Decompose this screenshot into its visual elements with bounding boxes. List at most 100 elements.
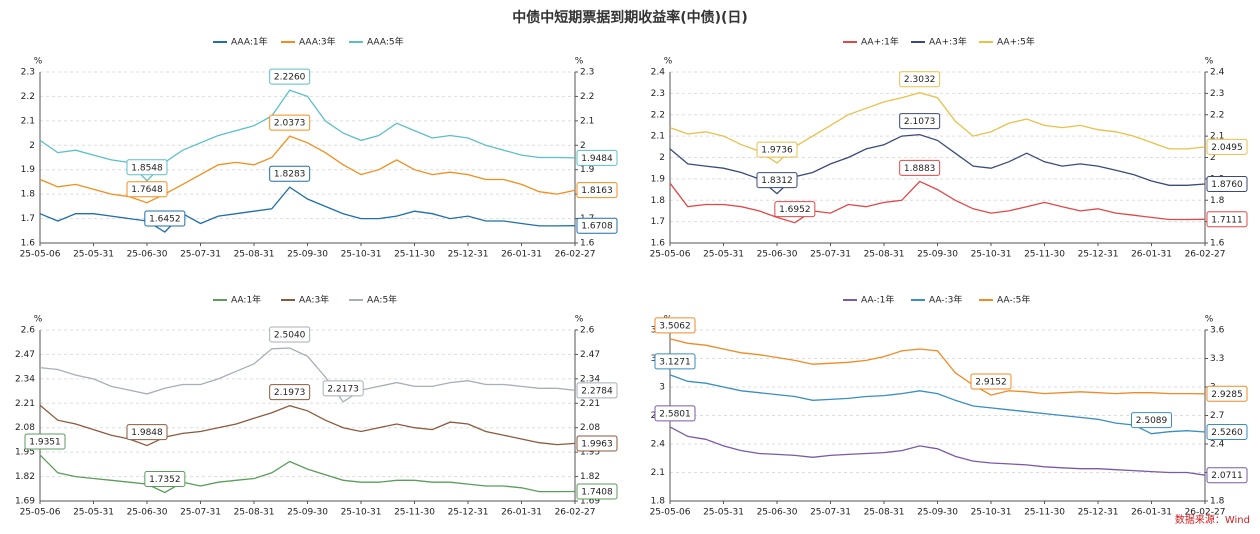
y2-axis-unit: % [575, 57, 584, 67]
annotation-label: 1.8760 [1211, 180, 1243, 190]
x-tick-label: 25-07-31 [180, 250, 221, 260]
x-tick-label: 26-01-31 [1131, 508, 1172, 518]
y-tick-label: 2.47 [15, 350, 35, 360]
y-tick-label: 2.21 [15, 399, 35, 409]
annotation-label: 2.5801 [659, 409, 691, 419]
annotation-label: 1.8163 [581, 186, 613, 196]
x-tick-label: 25-09-30 [917, 250, 958, 260]
annotation-box [654, 405, 696, 422]
annotation-box [1206, 385, 1248, 402]
annotation-label: 2.5040 [274, 331, 306, 341]
series-line [39, 347, 576, 403]
series-line [39, 454, 576, 494]
y2-tick-label: 2.21 [580, 399, 600, 409]
y2-tick-label: 1.8 [1210, 497, 1225, 507]
annotation-box [654, 317, 696, 334]
legend-label: AA:5年 [367, 294, 397, 306]
x-tick-label: 25-11-30 [394, 250, 435, 260]
x-tick-label: 26-01-31 [501, 508, 542, 518]
y2-tick-label: 2.34 [580, 374, 600, 384]
legend-label: AA-:1年 [861, 294, 894, 306]
x-tick-label: 25-07-31 [810, 508, 851, 518]
y-tick-label: 1.6 [21, 239, 36, 249]
annotation-box [1206, 424, 1248, 441]
annotation-box [899, 159, 941, 176]
y2-tick-label: 1.95 [580, 448, 600, 458]
x-tick-label: 26-02-27 [555, 250, 596, 260]
annotation-box [1206, 211, 1248, 228]
y2-tick-label: 3.6 [1210, 326, 1225, 336]
series-line [669, 180, 1206, 224]
y-tick-label: 1.8 [21, 190, 36, 200]
series-line [669, 426, 1206, 476]
annotation-box [1206, 467, 1248, 484]
series-line [39, 404, 576, 447]
annotation-box [269, 326, 311, 343]
x-tick-label: 25-10-31 [341, 250, 382, 260]
x-tick-label: 25-09-30 [287, 508, 328, 518]
y-tick-label: 2.2 [21, 92, 35, 102]
y-tick-label: 2.3 [21, 68, 35, 78]
x-tick-label: 25-06-30 [757, 508, 798, 518]
annotation-label: 1.7111 [1211, 215, 1243, 225]
x-tick-label: 25-07-31 [180, 508, 221, 518]
y-tick-label: 3 [659, 383, 665, 393]
y-tick-label: 2 [29, 141, 35, 151]
x-tick-label: 25-09-30 [287, 250, 328, 260]
annotation-label: 2.9152 [975, 378, 1007, 388]
y2-axis-unit: % [1205, 315, 1214, 325]
annotation-label: 1.6952 [779, 205, 811, 215]
annotation-label: 2.5260 [1211, 428, 1243, 438]
annotation-label: 2.2260 [274, 73, 306, 83]
x-tick-label: 25-05-06 [20, 508, 61, 518]
x-tick-label: 25-10-31 [971, 250, 1012, 260]
annotation-label: 1.7408 [581, 487, 613, 497]
x-tick-label: 25-11-30 [1024, 508, 1065, 518]
x-tick-label: 26-01-31 [1131, 250, 1172, 260]
annotation-box [269, 165, 311, 182]
x-tick-label: 25-09-30 [917, 508, 958, 518]
y2-tick-label: 2.4 [1210, 440, 1225, 450]
annotation-box [970, 373, 1012, 390]
annotation-label: 2.3032 [904, 75, 936, 85]
annotation-label: 1.9484 [581, 154, 613, 164]
x-tick-label: 25-11-30 [394, 508, 435, 518]
annotation-label: 1.8283 [274, 170, 306, 180]
annotation-box [322, 380, 364, 397]
series-line [669, 338, 1206, 396]
annotation-label: 1.9848 [131, 428, 163, 438]
annotation-label: 1.7352 [149, 475, 181, 485]
annotation-label: 1.9963 [581, 439, 613, 449]
y2-tick-label: 1.8 [1210, 196, 1225, 206]
legend-label: AA+:3年 [929, 36, 967, 48]
y2-tick-label: 1.69 [580, 497, 600, 507]
annotation-box [899, 113, 941, 130]
y-axis-unit: % [664, 57, 673, 67]
y2-axis-unit: % [575, 315, 584, 325]
y2-tick-label: 2.4 [1210, 68, 1225, 78]
y-tick-label: 2.3 [651, 89, 665, 99]
x-tick-label: 26-02-27 [1185, 250, 1226, 260]
annotation-label: 2.1973 [274, 388, 306, 398]
annotation-label: 1.8548 [131, 163, 163, 173]
annotation-label: 2.5089 [1136, 416, 1168, 426]
x-tick-label: 25-08-31 [864, 250, 905, 260]
x-tick-label: 25-05-06 [650, 508, 691, 518]
y2-axis-unit: % [1205, 57, 1214, 67]
annotation-box [269, 114, 311, 131]
y2-tick-label: 1.9 [580, 165, 595, 175]
x-tick-label: 25-12-31 [1078, 250, 1119, 260]
y-tick-label: 2 [659, 153, 665, 163]
y-tick-label: 1.7 [651, 217, 665, 227]
y2-tick-label: 1.82 [580, 472, 600, 482]
source: 数据来源：Wind [1175, 513, 1250, 526]
annotation-box [576, 483, 618, 500]
x-tick-label: 25-12-31 [448, 508, 489, 518]
annotation-box [144, 471, 186, 488]
annotation-box [576, 149, 618, 166]
annotation-label: 2.9285 [1211, 390, 1243, 400]
annotation-box [654, 353, 696, 370]
x-tick-label: 25-06-30 [127, 250, 168, 260]
annotation-box [756, 172, 798, 189]
x-tick-label: 25-05-06 [650, 250, 691, 260]
